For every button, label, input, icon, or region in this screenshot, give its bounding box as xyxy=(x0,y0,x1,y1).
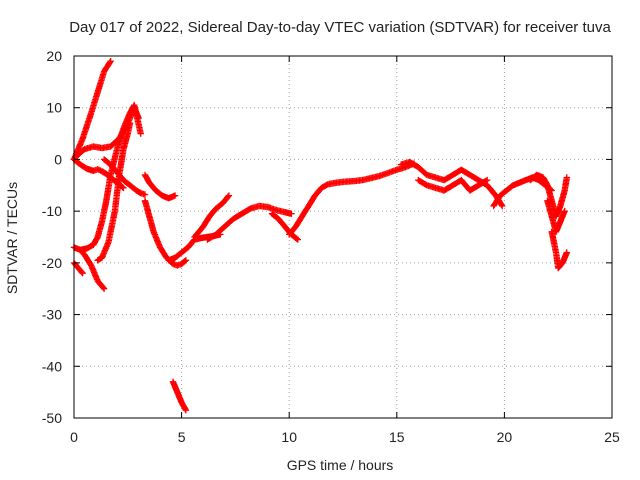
y-tick-label: -50 xyxy=(42,410,62,426)
series-track-17 xyxy=(415,176,491,194)
series-track-15 xyxy=(286,160,418,238)
series-track-5 xyxy=(94,120,134,264)
x-tick-label: 15 xyxy=(389,429,405,445)
plus-marks xyxy=(70,259,86,277)
axis-ticks xyxy=(73,55,613,419)
plus-marks xyxy=(415,176,491,194)
plus-marks xyxy=(204,202,295,243)
plus-marks xyxy=(169,378,190,414)
x-tick-label: 0 xyxy=(70,429,78,445)
series-track-12 xyxy=(191,192,233,241)
x-tick-labels: 0 5 10 15 20 25 xyxy=(70,429,620,445)
y-tick-label: -10 xyxy=(42,203,62,219)
plus-marks xyxy=(141,171,179,202)
plus-marks xyxy=(527,171,570,220)
y-axis-label: SDTVAR / TECUs xyxy=(4,182,20,294)
x-tick-label: 10 xyxy=(281,429,297,445)
series-track-19 xyxy=(527,171,570,220)
x-axis-label: GPS time / hours xyxy=(287,457,394,473)
y-tick-label: 10 xyxy=(46,100,62,116)
y-tick-label: -30 xyxy=(42,307,62,323)
data-points xyxy=(70,58,570,414)
plus-marks xyxy=(77,246,108,292)
y-tick-label: 0 xyxy=(54,151,62,167)
plus-marks xyxy=(548,228,570,272)
y-tick-label: 20 xyxy=(46,48,62,64)
series-track-21 xyxy=(548,228,570,272)
plus-marks xyxy=(544,197,568,235)
plus-marks xyxy=(70,101,144,254)
y-tick-label: -40 xyxy=(42,358,62,374)
plus-marks xyxy=(191,192,233,241)
series-track-6 xyxy=(77,246,108,292)
series-track-22 xyxy=(169,378,190,414)
y-tick-label: -20 xyxy=(42,255,62,271)
plus-marks xyxy=(94,120,134,264)
series-track-4 xyxy=(70,101,144,254)
series-track-7 xyxy=(70,259,86,277)
series-track-20 xyxy=(544,197,568,235)
series-track-13 xyxy=(204,202,295,243)
series-track-10 xyxy=(141,171,179,202)
x-tick-label: 5 xyxy=(178,429,186,445)
plus-marks xyxy=(286,160,418,238)
plot-frame xyxy=(73,55,613,419)
x-tick-label: 25 xyxy=(604,429,620,445)
y-tick-labels: 20 10 0 -10 -20 -30 -40 -50 xyxy=(42,48,62,426)
series-track-8 xyxy=(100,156,149,198)
chart-title: Day 017 of 2022, Sidereal Day-to-day VTE… xyxy=(69,19,611,36)
plus-marks xyxy=(100,156,149,198)
x-tick-label: 20 xyxy=(497,429,513,445)
